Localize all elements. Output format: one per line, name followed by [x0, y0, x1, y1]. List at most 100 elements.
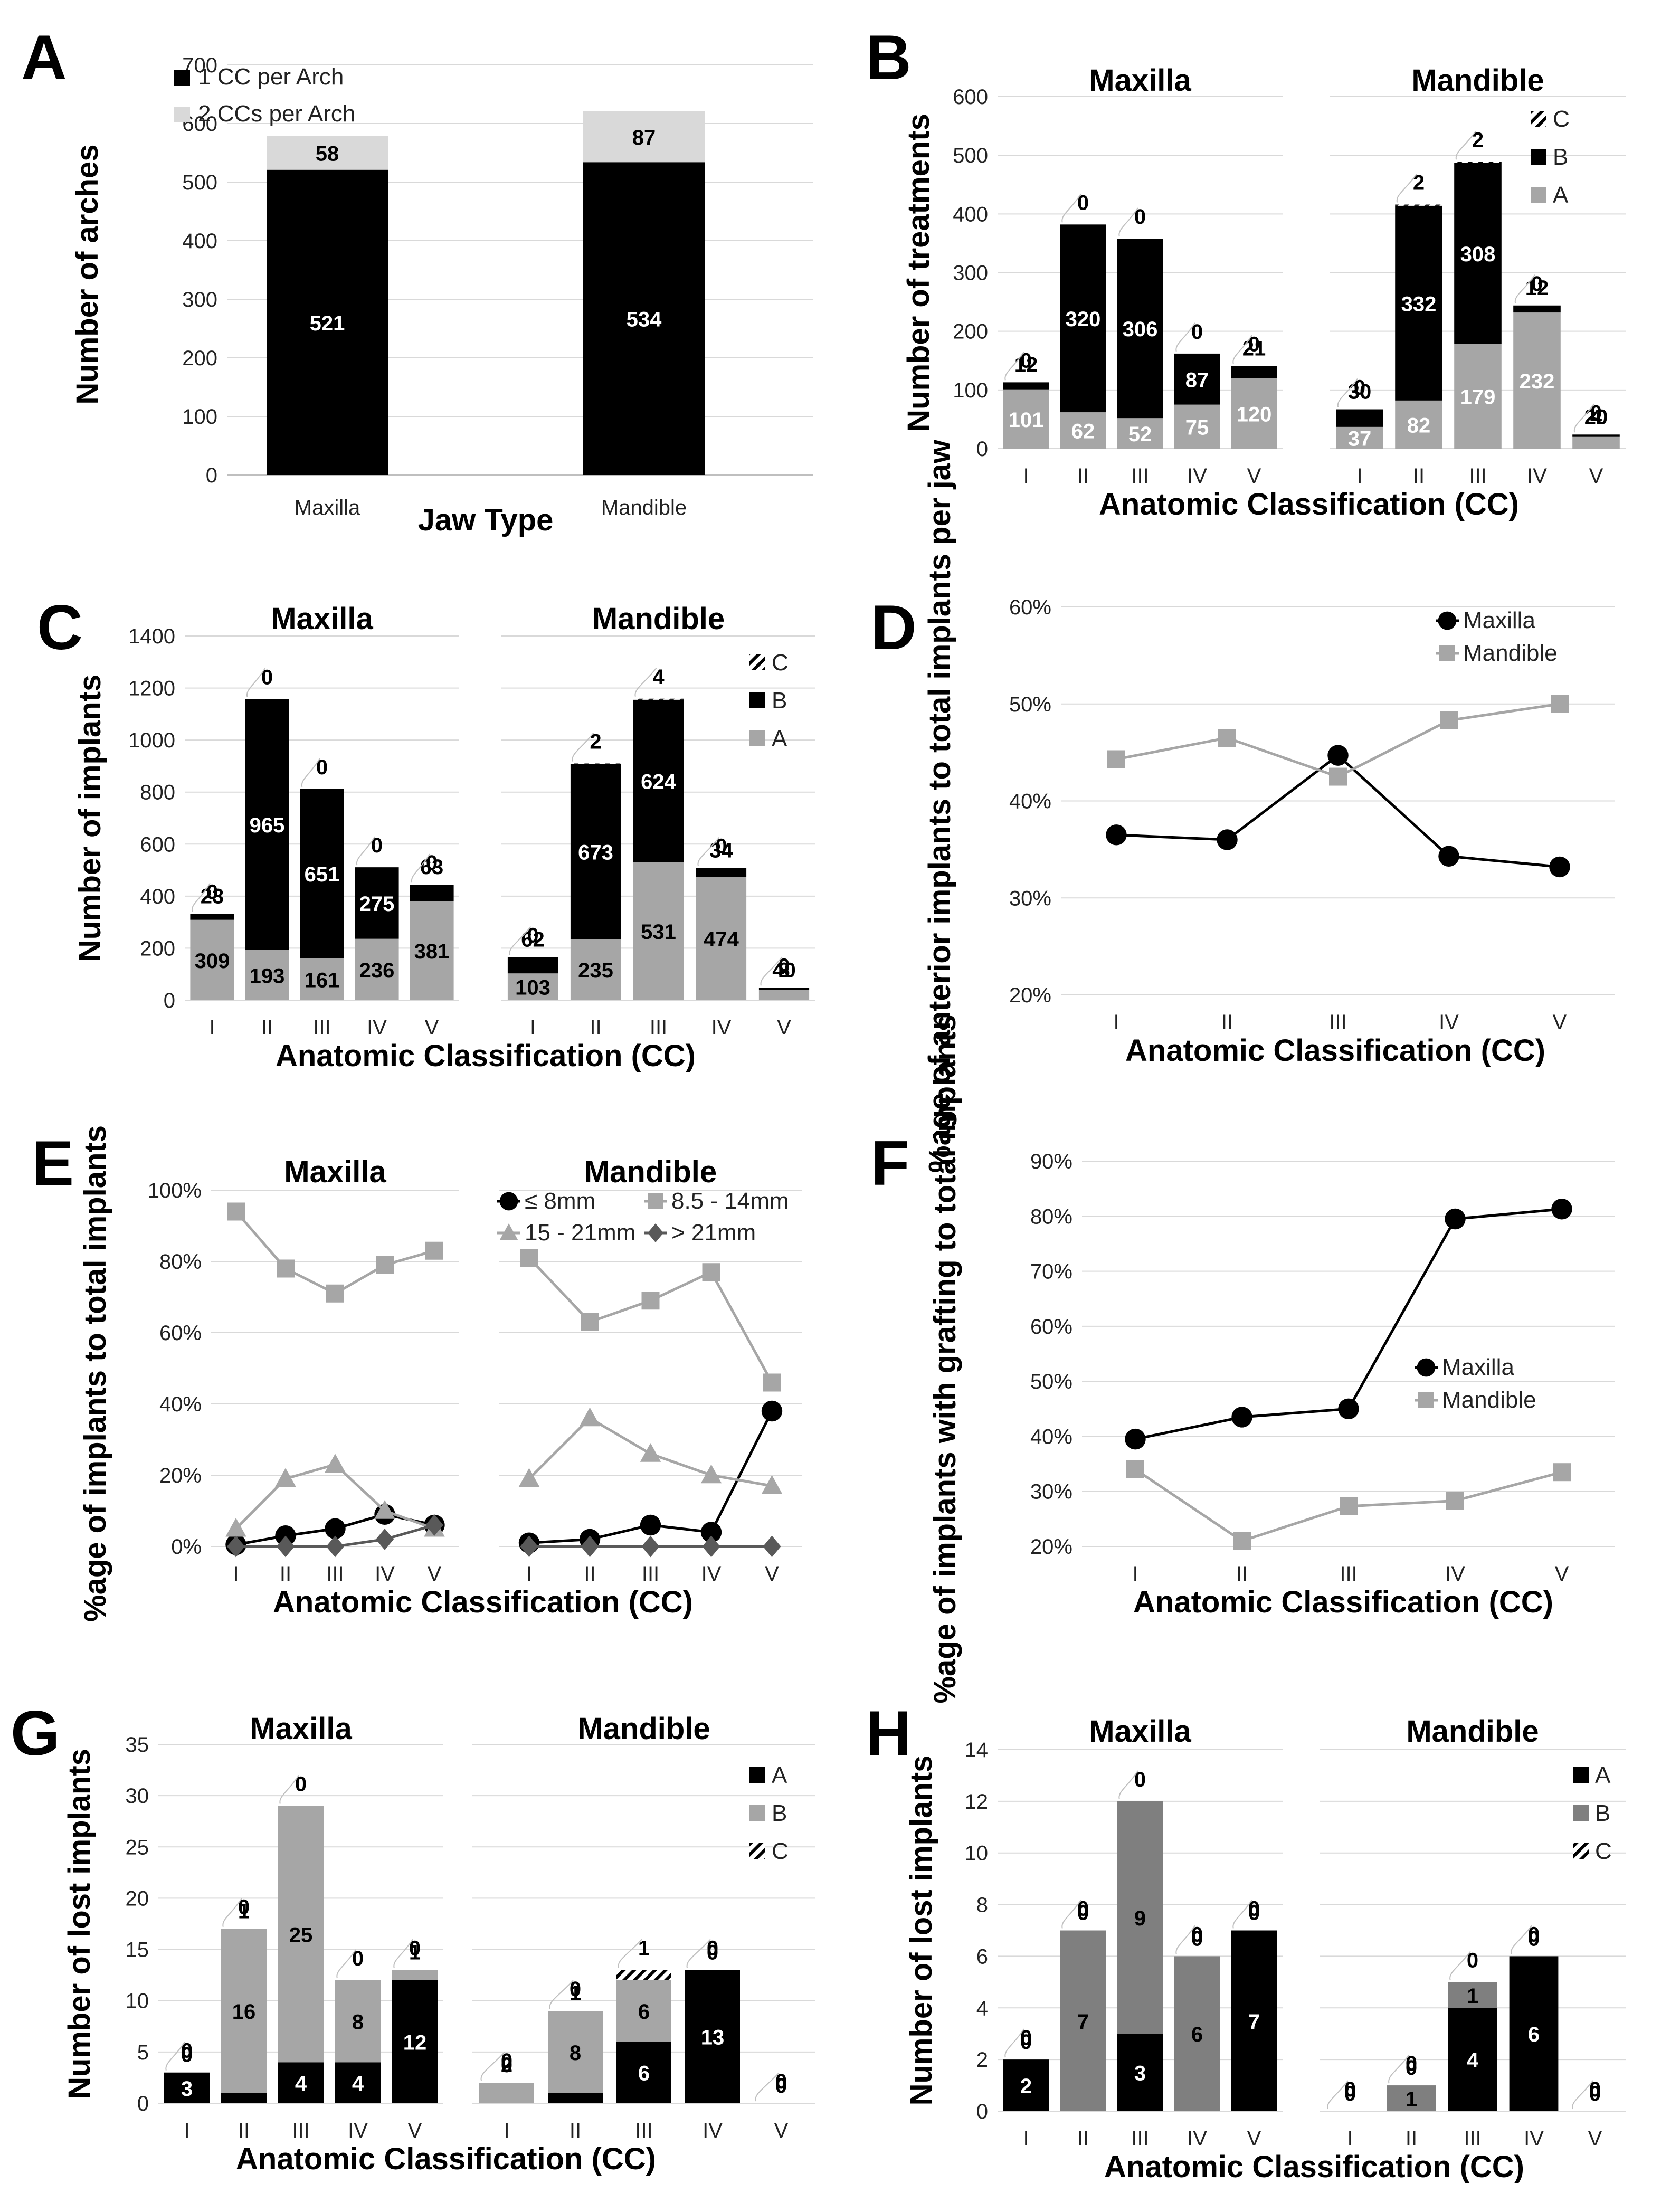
bar-segment [1572, 434, 1620, 437]
legend-marker [499, 1192, 518, 1211]
data-label: 12 [1525, 277, 1549, 300]
bar-segment [1231, 1930, 1277, 2111]
y-tick-label: 50% [1030, 1370, 1072, 1393]
data-point [325, 1518, 346, 1539]
data-label: 2 [1413, 172, 1425, 195]
data-point [225, 1517, 246, 1537]
x-tick-label: I [1023, 2127, 1029, 2150]
leader-line [165, 2042, 185, 2071]
leader-line [301, 758, 320, 787]
data-label: 306 [1123, 318, 1158, 341]
data-label: 0 [352, 1947, 364, 1970]
leader-line [1327, 2080, 1349, 2110]
legend-label: A [1553, 182, 1569, 208]
data-label: 62 [521, 928, 545, 952]
x-tick-label: Maxilla [295, 496, 360, 519]
y-tick-label: 25 [126, 1836, 149, 1859]
data-label: 3 [1134, 2062, 1146, 2085]
x-tick-label: V [765, 1562, 779, 1586]
y-axis-title: Number of lost implants [62, 1749, 97, 2099]
bar-segment [1448, 1982, 1497, 2008]
data-label: 0 [1589, 2078, 1601, 2101]
y-tick-label: 200 [182, 347, 217, 370]
data-point [518, 1468, 540, 1487]
data-point [1126, 1460, 1144, 1478]
data-point [763, 1535, 781, 1558]
legend-label: Maxilla [1442, 1354, 1514, 1380]
bar-segment [245, 950, 289, 1000]
y-tick-label: 30 [126, 1784, 149, 1808]
data-label: 320 [1066, 308, 1101, 331]
y-tick-label: 60% [159, 1322, 202, 1345]
data-label: 6 [1191, 2023, 1203, 2046]
x-tick-label: III [642, 1562, 659, 1586]
data-label: 6 [1528, 2023, 1540, 2046]
data-point [1438, 846, 1459, 867]
data-point [702, 1535, 720, 1558]
data-label: 0 [775, 2074, 787, 2097]
y-tick-label: 30% [1030, 1480, 1072, 1504]
data-label: 624 [641, 771, 676, 794]
bar-segment [245, 699, 289, 950]
data-label: 308 [1460, 243, 1496, 266]
leader-line [634, 668, 657, 697]
y-tick-label: 400 [182, 230, 217, 253]
leader-line [1118, 207, 1138, 237]
bar-segment [335, 2062, 381, 2103]
data-label: 23 [201, 885, 224, 908]
bar-segment [1454, 163, 1502, 344]
bar-segment [1231, 366, 1277, 378]
panel-label: C [37, 592, 83, 663]
y-tick-label: 1200 [128, 677, 175, 700]
data-label: 0 [238, 1896, 250, 1919]
data-label: 21 [1242, 337, 1266, 360]
legend-marker [1439, 645, 1455, 661]
y-axis-title: Number of implants [73, 675, 107, 962]
legend-swatch [1573, 1767, 1589, 1783]
y-tick-label: 4 [976, 1997, 988, 2020]
data-label: 179 [1460, 386, 1496, 409]
data-point [1231, 1407, 1252, 1428]
legend-label: Maxilla [1463, 607, 1535, 633]
data-point [581, 1535, 599, 1558]
y-tick-label: 20 [126, 1887, 149, 1910]
data-label: 0 [1248, 1902, 1260, 1925]
leader-line [1175, 322, 1195, 352]
x-tick-label: IV [1527, 464, 1547, 488]
y-tick-label: 0 [137, 2092, 149, 2115]
data-label: 0 [181, 2039, 193, 2063]
legend-label: 2 CCs per Arch [198, 101, 355, 127]
data-label: 236 [359, 959, 395, 982]
bar-segment [583, 111, 705, 163]
leader-line [1573, 403, 1594, 433]
y-tick-label: 10 [965, 1842, 989, 1865]
group-title: Mandible [592, 602, 725, 636]
x-tick-label: V [1555, 1562, 1569, 1586]
data-label: 2 [590, 730, 601, 754]
x-tick-label: III [650, 1016, 667, 1039]
data-point [227, 1202, 245, 1221]
y-tick-label: 300 [953, 262, 988, 285]
data-label: 651 [305, 863, 340, 886]
bar-segment [190, 914, 234, 920]
x-tick-label: V [1588, 2127, 1602, 2150]
data-point [425, 1514, 443, 1536]
x-tick-label: IV [703, 2119, 723, 2142]
bar-segment [355, 867, 399, 939]
data-point [1446, 1492, 1464, 1510]
y-tick-label: 5 [137, 2041, 149, 2064]
y-tick-label: 0 [976, 438, 988, 461]
x-tick-label: III [1464, 2127, 1481, 2150]
x-tick-label: IV [1187, 2127, 1207, 2150]
bar-segment [1454, 344, 1502, 449]
x-tick-label: V [1247, 464, 1261, 488]
y-tick-label: 50% [1009, 693, 1051, 716]
y-tick-label: 40% [159, 1393, 202, 1416]
x-tick-label: V [774, 2119, 789, 2142]
bar-segment [267, 136, 388, 170]
data-label: 3 [181, 2077, 193, 2101]
x-tick-label: III [1131, 2127, 1149, 2150]
data-label: 0 [1589, 2082, 1601, 2105]
x-tick-label: V [1247, 2127, 1261, 2150]
bar-segment [278, 2062, 324, 2103]
